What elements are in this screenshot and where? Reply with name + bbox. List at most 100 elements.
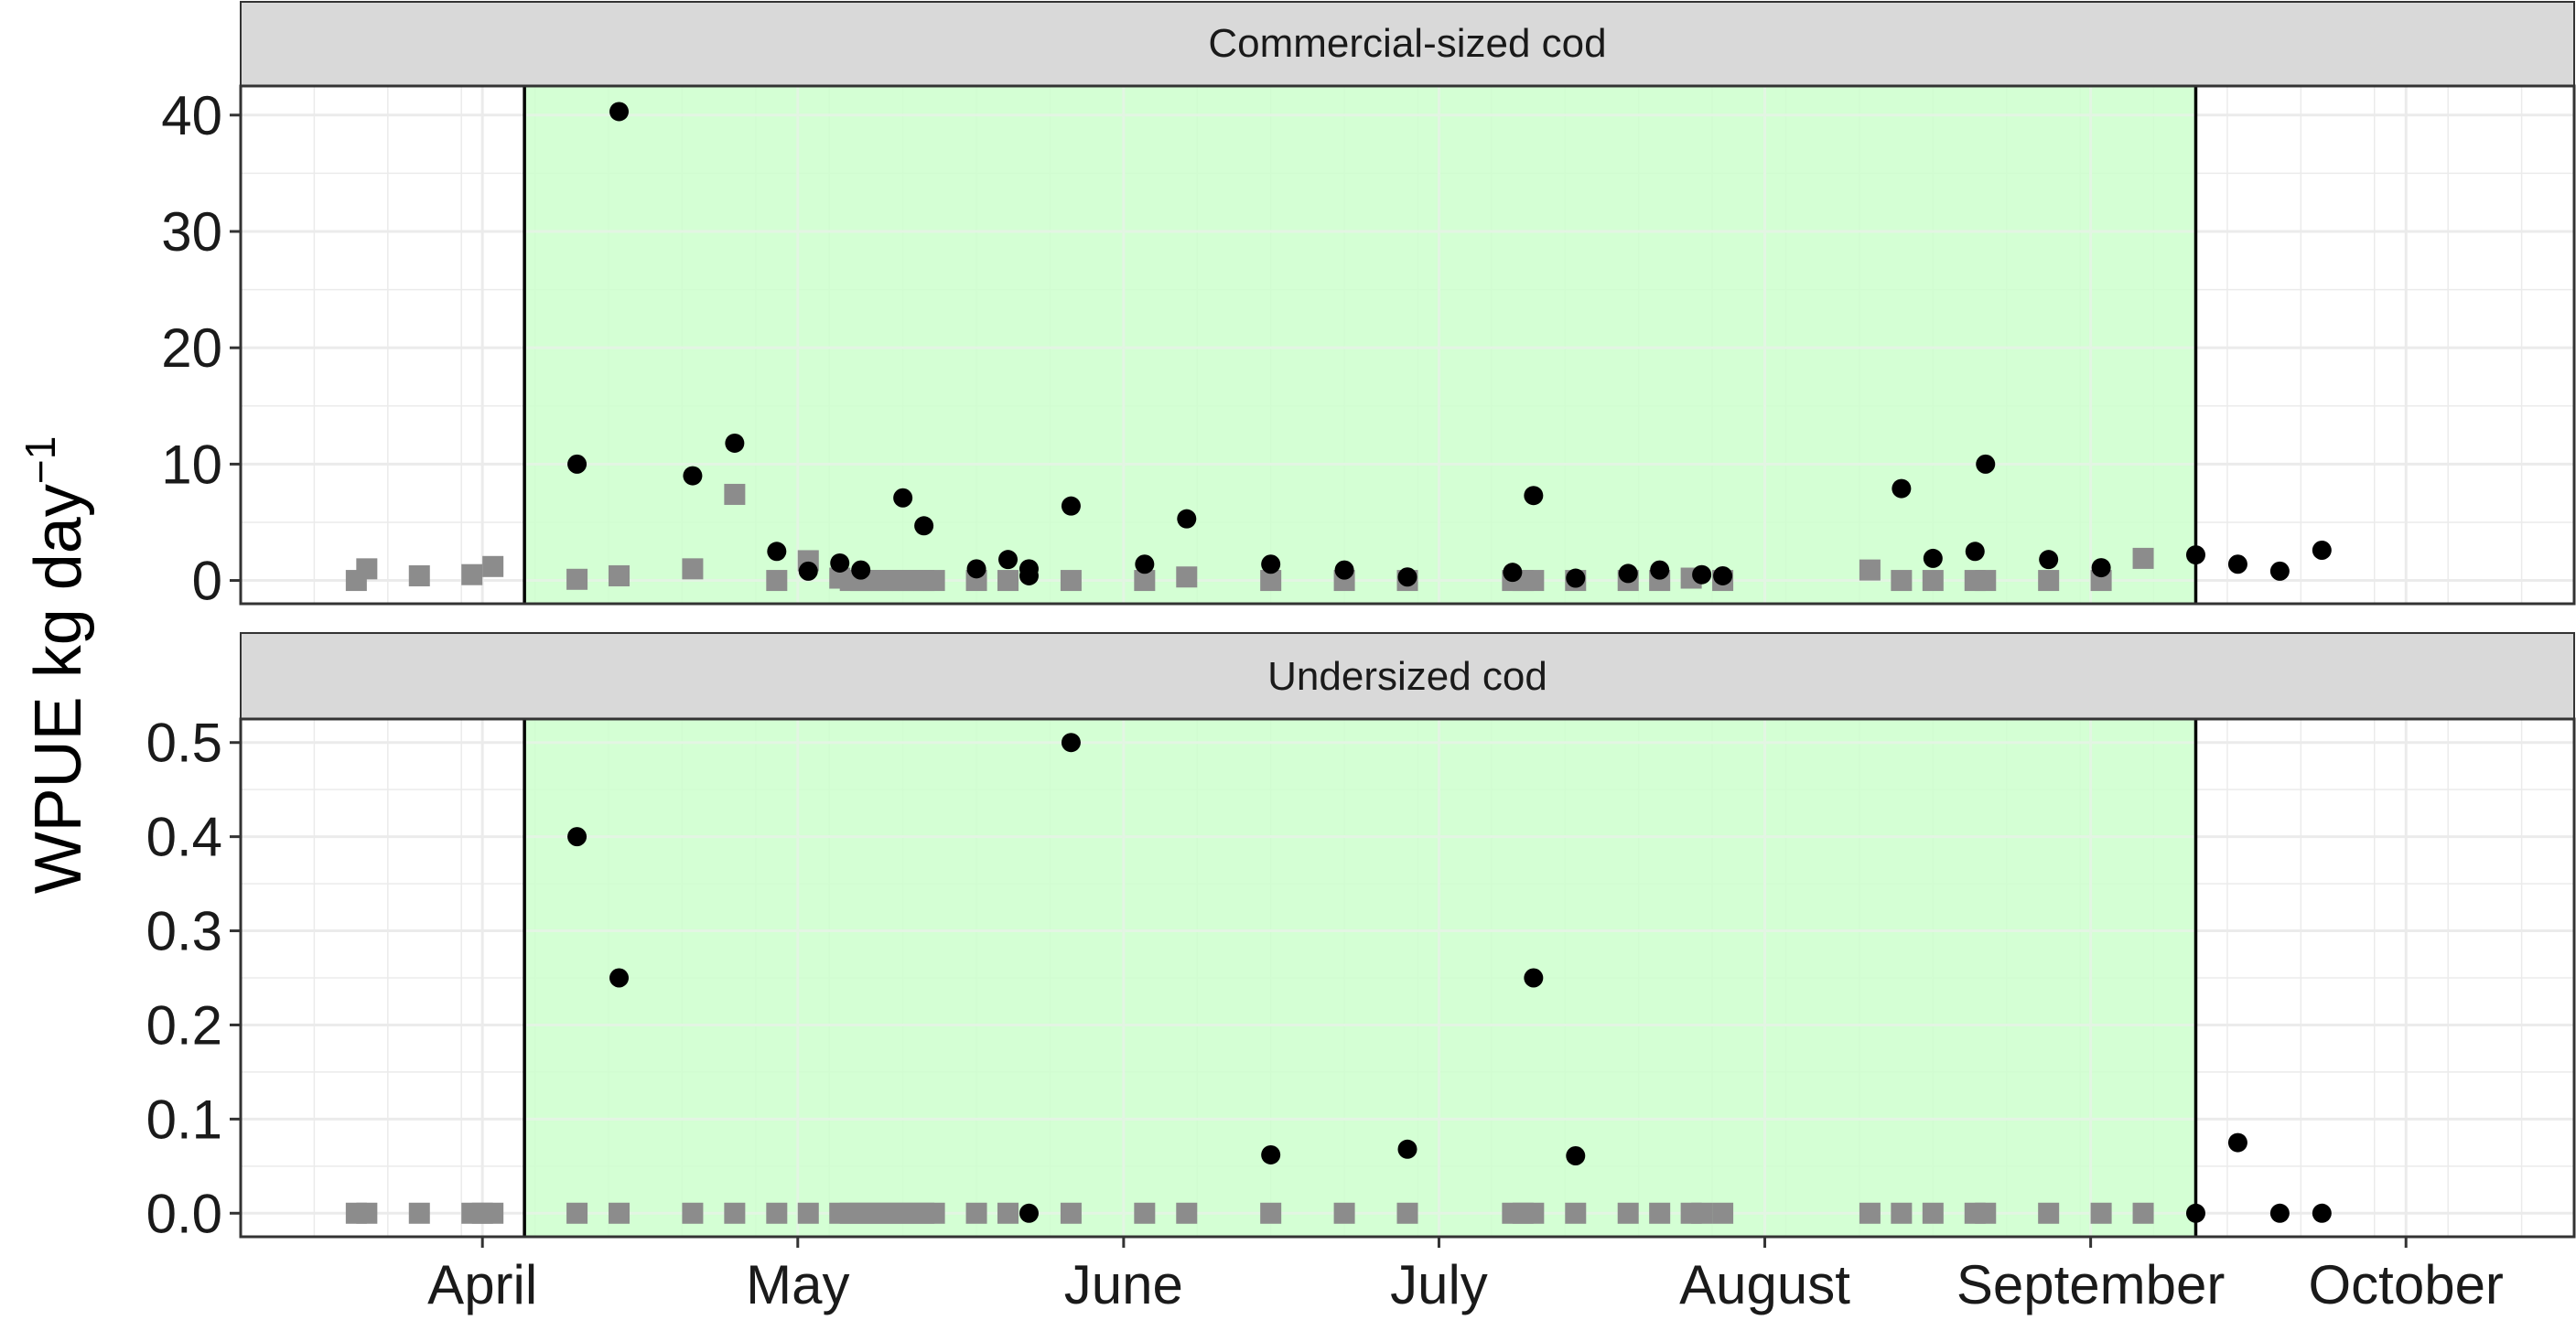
circle-point	[1965, 542, 1985, 562]
circle-point	[1650, 560, 1670, 580]
square-point	[1891, 1202, 1913, 1224]
y-tick-label: 0.3	[146, 901, 222, 962]
circle-point	[1566, 568, 1586, 588]
circle-point	[2091, 558, 2111, 578]
circle-point	[798, 561, 818, 581]
circle-point	[1135, 554, 1155, 574]
square-point	[408, 564, 430, 586]
circle-point	[914, 516, 934, 536]
y-tick-label: 0.1	[146, 1089, 222, 1150]
square-point	[1712, 1202, 1734, 1224]
y-tick-label: 10	[161, 434, 222, 495]
square-point	[1134, 1202, 1156, 1224]
square-point	[1333, 1202, 1355, 1224]
square-point	[1891, 570, 1913, 592]
circle-point	[1566, 1145, 1586, 1165]
y-tick-label: 0	[192, 551, 222, 612]
square-point	[682, 558, 704, 580]
circle-point	[1397, 1139, 1417, 1159]
x-tick-label: April	[427, 1254, 537, 1315]
circle-point	[683, 466, 703, 486]
circle-point	[1261, 1144, 1281, 1164]
circle-point	[998, 550, 1019, 570]
square-point	[609, 564, 631, 586]
circle-point	[1503, 563, 1523, 583]
square-point	[1134, 570, 1156, 592]
circle-point	[1692, 564, 1712, 585]
square-point	[461, 563, 483, 585]
square-point	[797, 1202, 819, 1224]
square-point	[2038, 570, 2060, 592]
square-point	[923, 1202, 945, 1224]
square-point	[724, 483, 746, 505]
circle-point	[2185, 1203, 2205, 1223]
square-point	[482, 555, 504, 577]
circle-point	[1976, 454, 1996, 474]
panel-commercial-sized-cod: Commercial-sized cod 0 10 20 30 40	[161, 1, 2576, 612]
circle-point	[851, 560, 871, 580]
circle-point	[2039, 550, 2059, 570]
circle-point	[609, 968, 630, 988]
season-shading	[524, 86, 2196, 604]
square-point	[1260, 1202, 1282, 1224]
square-point	[356, 1202, 378, 1224]
circle-point	[2269, 1203, 2290, 1223]
circle-point	[966, 559, 986, 579]
square-point	[1859, 1202, 1881, 1224]
square-point	[682, 1202, 704, 1224]
square-point	[997, 1202, 1019, 1224]
circle-point	[1019, 565, 1039, 585]
square-point	[566, 1202, 588, 1224]
y-axis-label-superscript: −1	[16, 436, 64, 484]
square-point	[1975, 1202, 1997, 1224]
circle-point	[1892, 478, 1912, 499]
y-tick-label: 0.0	[146, 1183, 222, 1244]
square-point	[1060, 1202, 1082, 1224]
square-point	[1922, 570, 1944, 592]
square-point	[482, 1202, 504, 1224]
square-point	[923, 570, 945, 592]
circle-point	[725, 433, 745, 453]
square-point	[766, 1202, 788, 1224]
y-axis-label: WPUE kg day−1	[16, 436, 95, 895]
circle-point	[1618, 563, 1638, 584]
panel-title-commercial: Commercial-sized cod	[1208, 21, 1606, 66]
square-point	[965, 1202, 987, 1224]
square-point	[1176, 566, 1198, 588]
circle-point	[2185, 545, 2205, 565]
square-point	[1523, 1202, 1545, 1224]
panel-undersized-cod: Undersized cod 0.0 0.1 0.2 0.3 0.4 0.5	[146, 632, 2576, 1244]
plot-area-undersized: 0.0 0.1 0.2 0.3 0.4 0.5	[146, 713, 2576, 1244]
square-point	[408, 1202, 430, 1224]
circle-point	[1713, 565, 1733, 585]
x-tick-label: September	[1956, 1254, 2226, 1315]
circle-point	[1061, 733, 1081, 753]
season-shading	[524, 719, 2196, 1237]
square-point	[1691, 1202, 1713, 1224]
circle-point	[2227, 554, 2247, 574]
x-tick-label: October	[2308, 1254, 2503, 1315]
square-point	[1260, 570, 1282, 592]
square-point	[1922, 1202, 1944, 1224]
plot-area-commercial: 0 10 20 30 40	[161, 84, 2576, 612]
square-point	[1859, 559, 1881, 581]
circle-point	[2312, 1203, 2332, 1223]
circle-point	[1019, 1203, 1039, 1223]
y-tick-label: 0.5	[146, 713, 222, 774]
circle-point	[567, 454, 587, 474]
square-point	[2090, 1202, 2112, 1224]
square-point	[1649, 1202, 1671, 1224]
circle-point	[2227, 1132, 2247, 1153]
panel-border	[239, 84, 2576, 606]
circle-point	[1334, 560, 1354, 580]
circle-point	[1923, 548, 1943, 568]
square-point	[2132, 547, 2154, 569]
x-axis: April May June July August September October	[427, 1237, 2504, 1315]
square-point	[1060, 570, 1082, 592]
y-tick-label: 40	[161, 85, 222, 146]
y-tick-label: 20	[161, 317, 222, 379]
square-point	[566, 568, 588, 590]
square-point	[356, 558, 378, 580]
square-point	[609, 1202, 631, 1224]
